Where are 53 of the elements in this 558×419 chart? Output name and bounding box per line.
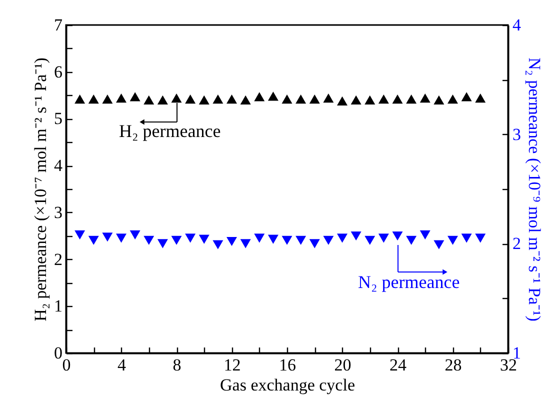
point <box>323 236 334 245</box>
point <box>102 232 113 242</box>
y-tick-label: 7 <box>54 16 63 34</box>
y-tick-label: 2 <box>54 250 62 269</box>
point <box>392 231 403 241</box>
point <box>420 230 430 240</box>
point <box>130 230 140 240</box>
point <box>157 239 168 248</box>
point <box>296 236 306 245</box>
point <box>74 230 86 240</box>
x-tick-label: 4 <box>118 356 126 374</box>
y2-axis-title: N₂ permeance (×10⁻⁹ mol m⁻² s⁻¹ Pa⁻¹) <box>525 58 544 322</box>
point <box>448 236 458 245</box>
point <box>337 234 348 243</box>
point <box>254 234 265 243</box>
point <box>406 236 417 245</box>
y2-tick-label: 3 <box>512 124 521 144</box>
point <box>226 236 237 246</box>
point <box>88 236 99 245</box>
point <box>282 236 292 245</box>
y-tick-label: 3 <box>54 202 62 222</box>
y-tick-label: 4 <box>54 156 63 176</box>
point <box>144 236 154 245</box>
y-tick-label: 0 <box>54 344 62 362</box>
x-tick-label: 8 <box>172 356 182 374</box>
point <box>240 239 251 248</box>
y2-tick-label: 2 <box>512 234 521 254</box>
x-tick-label: 20 <box>334 356 352 374</box>
legend-label: N₂ permeance <box>358 272 460 292</box>
x-tick-label: 12 <box>224 356 241 374</box>
legend-label: H₂ permeance <box>119 121 221 141</box>
point <box>309 239 320 248</box>
point <box>185 234 196 243</box>
point <box>461 234 472 243</box>
y-axis-title: H₂ permeance (×10⁻⁷ mol m⁻² s⁻¹ Pa⁻¹) <box>31 58 50 322</box>
x-tick-label: 16 <box>279 356 296 374</box>
point <box>364 236 376 245</box>
point <box>171 236 182 245</box>
point <box>475 234 486 243</box>
x-tick-label: 28 <box>444 356 462 374</box>
x-tick-label: 24 <box>390 356 407 374</box>
x-axis-title: Gas exchange cycle <box>220 376 355 394</box>
point <box>212 240 224 250</box>
point <box>434 240 444 250</box>
point <box>198 234 210 244</box>
y-tick-label: 6 <box>54 62 62 82</box>
point <box>268 234 278 244</box>
y2-tick-label: 4 <box>512 16 522 34</box>
y-tick-label: 1 <box>54 296 62 316</box>
point <box>116 234 126 243</box>
point <box>350 231 362 241</box>
point <box>378 234 389 243</box>
y-tick-label: 5 <box>54 109 62 128</box>
